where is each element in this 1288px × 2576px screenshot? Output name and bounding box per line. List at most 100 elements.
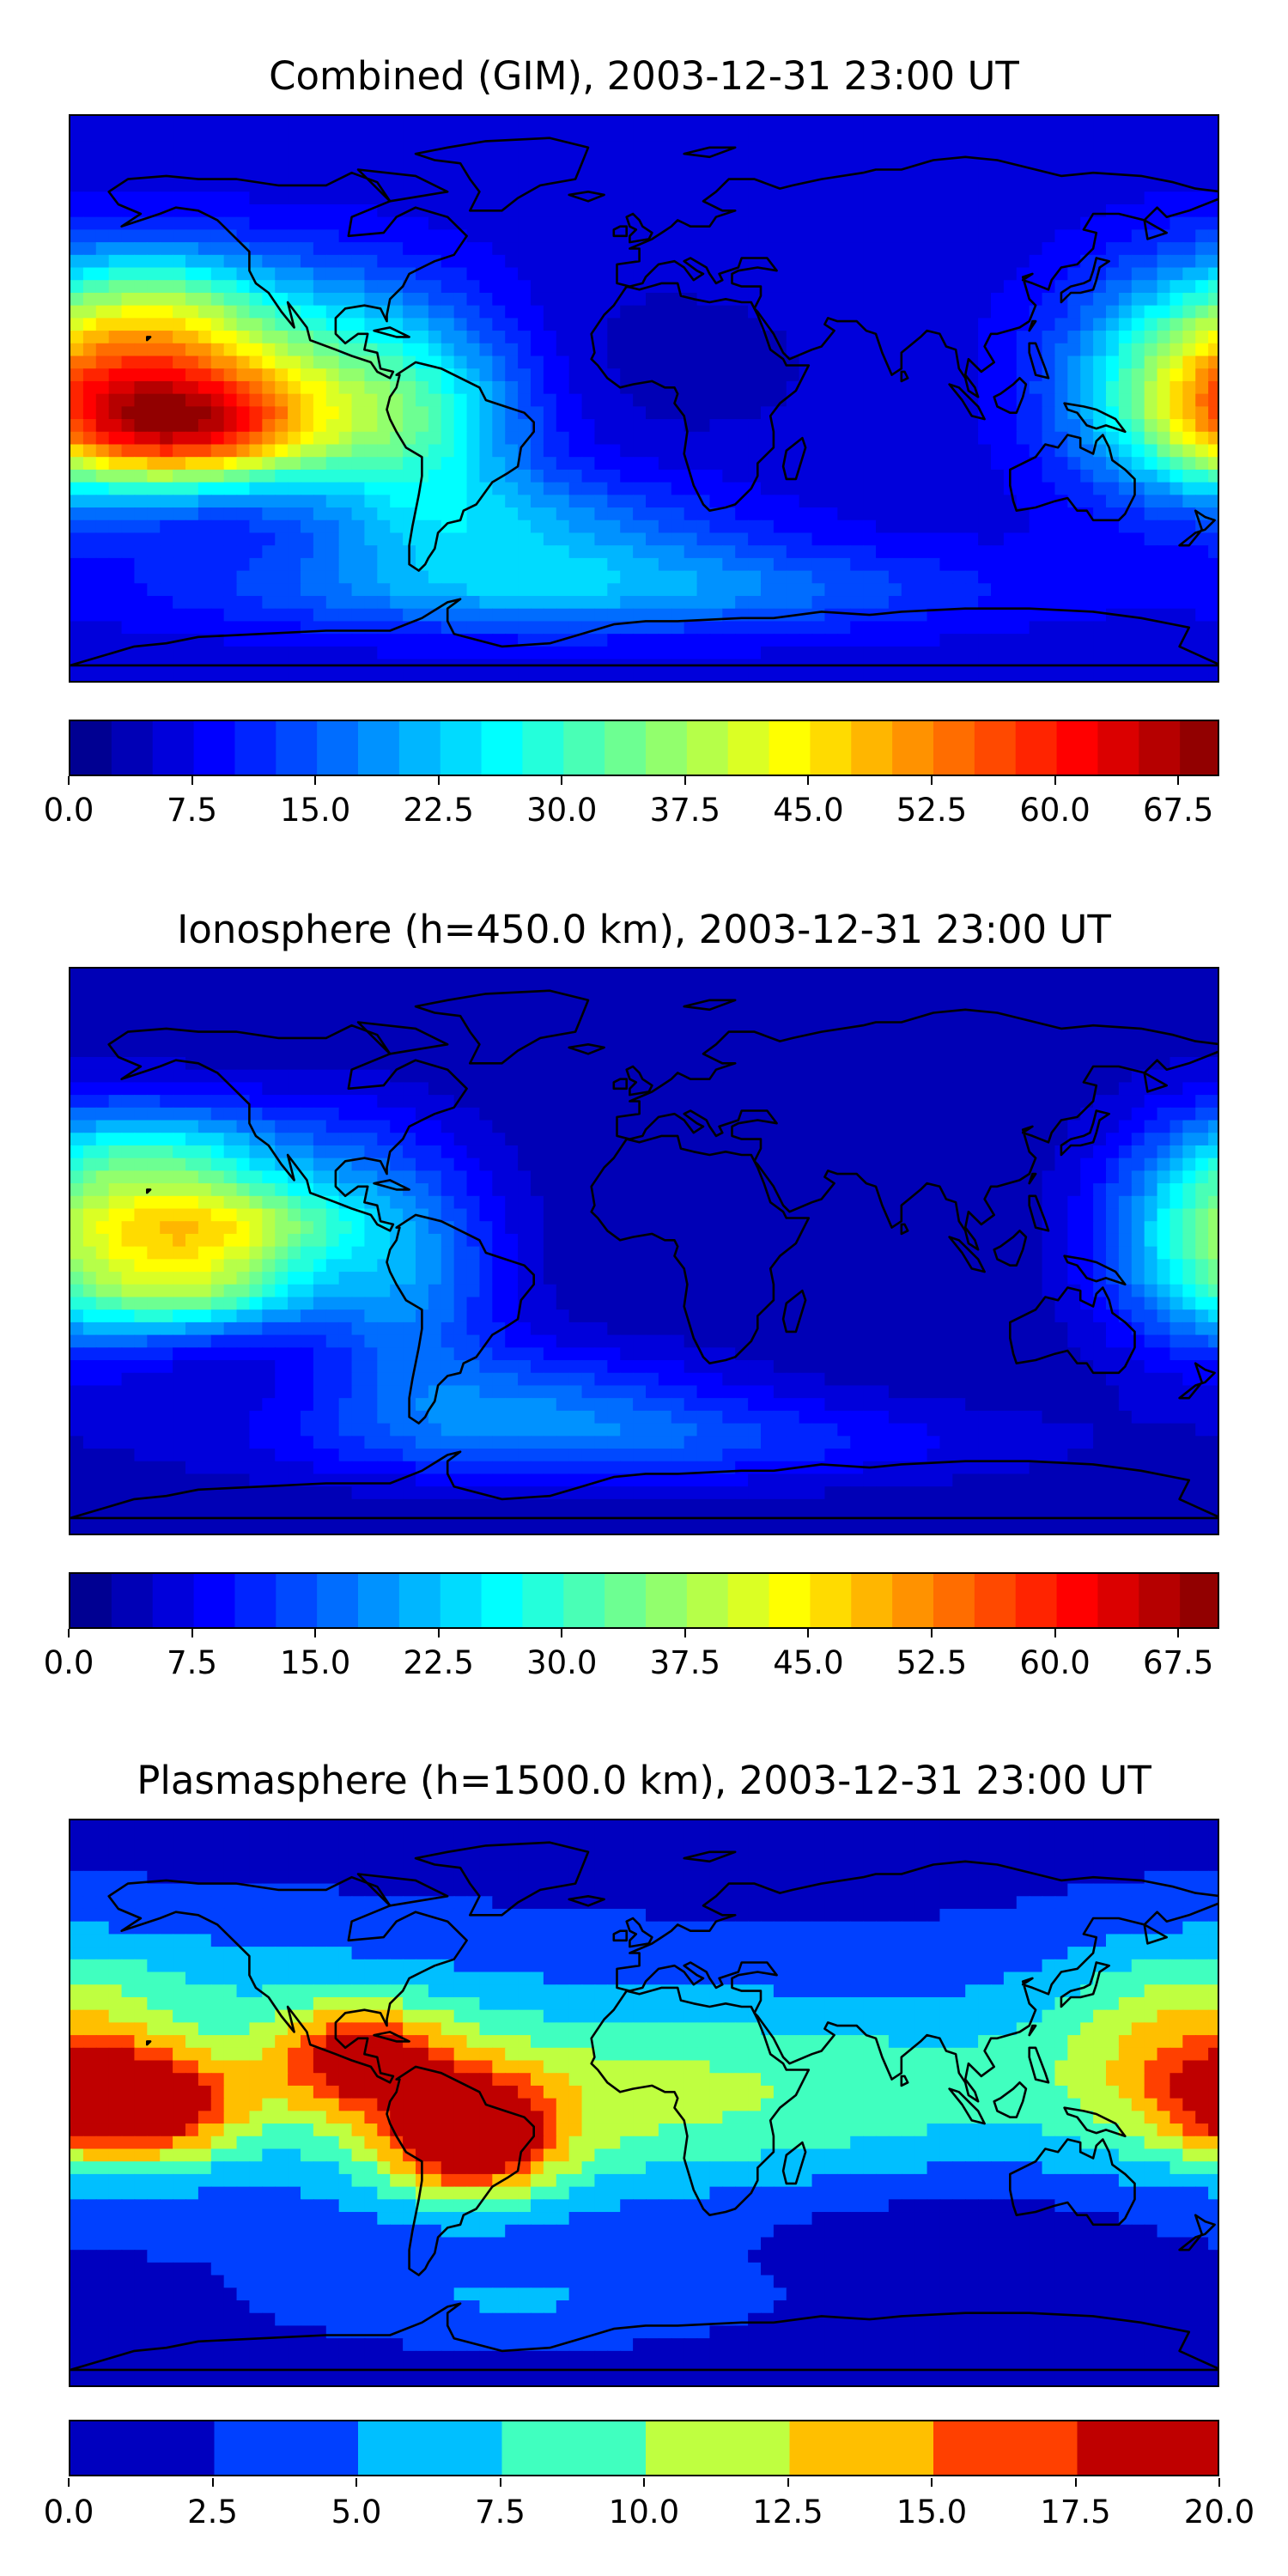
coastline-philippines bbox=[1028, 342, 1050, 380]
coastline-madagascar bbox=[781, 1289, 807, 1334]
coastline-antarctica bbox=[70, 1450, 1218, 1520]
colorbar-tick bbox=[683, 1629, 686, 1637]
colorbar-tick bbox=[1218, 2478, 1220, 2487]
colorbar-tick bbox=[437, 776, 440, 785]
coastline-baffin bbox=[356, 1873, 449, 1907]
coastline-south-america bbox=[386, 2065, 535, 2276]
colorbar-swatch bbox=[70, 2421, 216, 2475]
colorbar-swatch bbox=[974, 721, 1017, 775]
colorbar-swatch bbox=[1056, 721, 1099, 775]
colorbar-tick-label: 10.0 bbox=[608, 2494, 680, 2530]
colorbar-swatch bbox=[70, 721, 112, 775]
coastline-antarctica bbox=[70, 2302, 1218, 2372]
coastline-borneo bbox=[993, 1230, 1028, 1267]
ionosphere-colorbar bbox=[69, 1572, 1219, 1629]
colorbar-swatch bbox=[193, 1574, 236, 1627]
coastline-iceland bbox=[568, 1043, 605, 1055]
colorbar-tick-label: 17.5 bbox=[1040, 2494, 1111, 2530]
colorbar-tick-label: 15.0 bbox=[896, 2494, 968, 2530]
plasmasphere-colorbar bbox=[69, 2420, 1219, 2476]
colorbar-swatch bbox=[646, 1574, 688, 1627]
colorbar-tick-label: 67.5 bbox=[1142, 1644, 1214, 1681]
coastline-ireland bbox=[612, 1929, 628, 1942]
colorbar-tick-label: 30.0 bbox=[526, 1644, 598, 1681]
colorbar-swatch bbox=[769, 721, 811, 775]
coastline-new-zealand bbox=[1178, 2214, 1216, 2251]
ionosphere-map bbox=[69, 967, 1219, 1535]
colorbar-tick bbox=[787, 2478, 789, 2487]
colorbar-swatch bbox=[769, 1574, 811, 1627]
coastline-new-zealand bbox=[1178, 509, 1216, 547]
colorbar-tick-label: 2.5 bbox=[187, 2494, 238, 2530]
coastline-madagascar bbox=[781, 2141, 807, 2185]
colorbar-tick bbox=[68, 1629, 70, 1637]
colorbar-swatch bbox=[276, 721, 318, 775]
combined-colorbar-ticks: 0.0 7.5 15.0 22.5 30.0 37.5 45.0 52.5 60.0 67.5 bbox=[44, 776, 1219, 829]
coastline-africa bbox=[590, 282, 811, 512]
coastline-iceland bbox=[568, 1895, 605, 1907]
colorbar-swatch bbox=[214, 2421, 359, 2475]
coastline-south-america bbox=[386, 1213, 535, 1425]
colorbar-swatch bbox=[358, 2421, 503, 2475]
coastline-britain bbox=[625, 1065, 653, 1097]
colorbar-swatch bbox=[933, 721, 975, 775]
colorbar-swatch bbox=[563, 1574, 605, 1627]
colorbar-swatch bbox=[563, 721, 605, 775]
coastline-hawaii bbox=[146, 336, 152, 342]
colorbar-tick bbox=[1054, 1629, 1056, 1637]
tec-field bbox=[70, 969, 1218, 1534]
coastline-taiwan bbox=[1028, 1172, 1037, 1185]
colorbar-swatch bbox=[646, 721, 688, 775]
colorbar-tick bbox=[683, 776, 686, 785]
colorbar-swatch bbox=[974, 1574, 1017, 1627]
colorbar-tick-label: 60.0 bbox=[1019, 792, 1091, 829]
coastline-borneo bbox=[993, 2081, 1028, 2118]
coastline-africa bbox=[590, 1986, 811, 2216]
coastline-iceland bbox=[568, 191, 605, 203]
combined-map bbox=[69, 114, 1219, 683]
colorbar-tick bbox=[355, 2478, 357, 2487]
coastline-japan bbox=[1060, 1961, 1110, 2008]
coastline-svalbard bbox=[683, 1850, 737, 1863]
colorbar-swatch bbox=[358, 1574, 400, 1627]
coastline-new-zealand bbox=[1178, 1362, 1216, 1400]
coastline-sumatra bbox=[948, 2087, 986, 2125]
colorbar-swatch bbox=[646, 2421, 791, 2475]
colorbar-swatch bbox=[358, 721, 400, 775]
coastline-north-america bbox=[107, 1875, 468, 2084]
colorbar-tick bbox=[931, 776, 933, 785]
plasmasphere-colorbar-ticks: 0.0 2.5 5.0 7.5 10.0 12.5 15.0 17.5 20.0 bbox=[44, 2478, 1255, 2530]
coastline-svalbard bbox=[683, 146, 737, 159]
colorbar-tick-label: 7.5 bbox=[167, 1644, 217, 1681]
combined-title: Combined (GIM), 2003-12-31 23:00 UT bbox=[269, 53, 1019, 99]
colorbar-swatch bbox=[152, 1574, 195, 1627]
colorbar-swatch bbox=[851, 721, 893, 775]
colorbar-swatch bbox=[810, 1574, 852, 1627]
coastline-sri-lanka bbox=[900, 2075, 909, 2087]
plasmasphere-title: Plasmasphere (h=1500.0 km), 2003-12-31 2… bbox=[137, 1758, 1151, 1803]
colorbar-swatch bbox=[522, 721, 564, 775]
colorbar-swatch bbox=[851, 1574, 893, 1627]
colorbar-swatch bbox=[398, 721, 441, 775]
colorbar-swatch bbox=[234, 1574, 276, 1627]
coastline-japan bbox=[1060, 1109, 1110, 1157]
coastline-antarctica bbox=[70, 598, 1218, 667]
colorbar-swatch bbox=[398, 1574, 441, 1627]
colorbar-swatch bbox=[317, 1574, 359, 1627]
colorbar-swatch bbox=[605, 721, 647, 775]
coastline-britain bbox=[625, 1917, 653, 1948]
colorbar-tick bbox=[643, 2478, 645, 2487]
colorbar-tick bbox=[437, 1629, 440, 1637]
coastline-south-america bbox=[386, 361, 535, 572]
coastline-borneo bbox=[993, 377, 1028, 414]
colorbar-swatch bbox=[111, 1574, 154, 1627]
colorbar-swatch bbox=[933, 1574, 975, 1627]
colorbar-swatch bbox=[440, 721, 483, 775]
coastline-eurasia bbox=[616, 155, 1218, 398]
colorbar-tick-label: 22.5 bbox=[403, 1644, 474, 1681]
coastline-hawaii bbox=[146, 1188, 152, 1194]
colorbar-swatch bbox=[440, 1574, 483, 1627]
colorbar-tick-label: 0.0 bbox=[43, 792, 94, 829]
coastline-hawaii bbox=[146, 2040, 152, 2046]
tec-field bbox=[70, 1820, 1218, 2385]
